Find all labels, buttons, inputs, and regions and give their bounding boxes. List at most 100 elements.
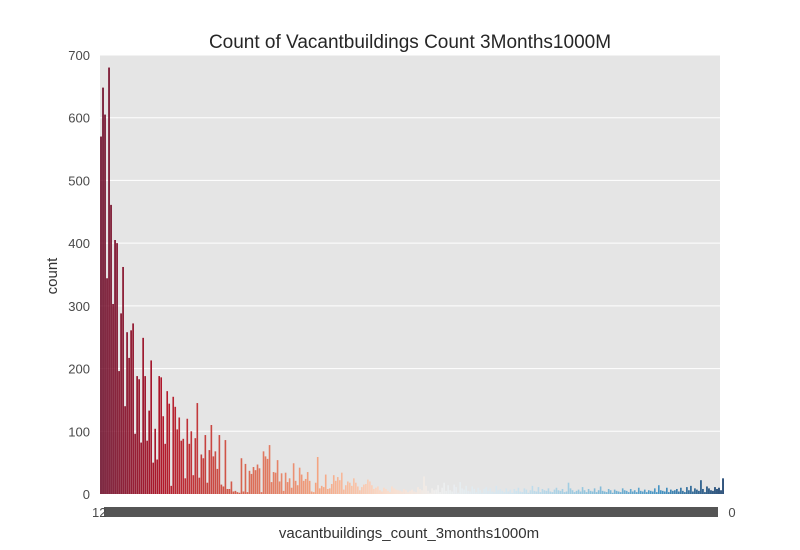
bar bbox=[585, 492, 588, 494]
bar bbox=[625, 490, 628, 494]
bar bbox=[351, 485, 353, 494]
bar bbox=[692, 491, 694, 494]
bar bbox=[471, 486, 474, 494]
bar bbox=[708, 488, 710, 494]
y-tick-label: 200 bbox=[68, 362, 90, 377]
bar bbox=[559, 490, 562, 494]
bar bbox=[108, 67, 110, 494]
bar bbox=[493, 492, 496, 494]
chart-title: Count of Vacantbuildings Count 3Months10… bbox=[209, 32, 611, 53]
bar bbox=[150, 360, 152, 494]
bar bbox=[641, 491, 644, 494]
bar bbox=[545, 490, 548, 494]
bar bbox=[292, 463, 295, 494]
bar bbox=[479, 490, 482, 494]
y-axis-label: count bbox=[44, 257, 61, 295]
bar bbox=[228, 488, 231, 494]
bar bbox=[375, 487, 377, 494]
bar bbox=[270, 482, 273, 494]
bar bbox=[443, 482, 445, 494]
bar bbox=[162, 416, 165, 494]
bar bbox=[475, 492, 478, 494]
bar bbox=[391, 486, 393, 494]
bar bbox=[405, 490, 407, 494]
bar bbox=[415, 492, 417, 494]
bar bbox=[200, 454, 203, 494]
bar bbox=[662, 490, 664, 494]
bar bbox=[633, 490, 636, 494]
bar bbox=[700, 480, 702, 494]
bar bbox=[252, 467, 255, 494]
bar bbox=[190, 431, 193, 494]
bar bbox=[166, 391, 169, 494]
bar bbox=[302, 480, 305, 494]
bar bbox=[260, 492, 263, 494]
bar bbox=[607, 488, 610, 494]
bar bbox=[266, 458, 269, 494]
bar bbox=[716, 488, 718, 494]
bar bbox=[513, 488, 516, 494]
bar bbox=[226, 488, 229, 494]
bar bbox=[399, 490, 401, 494]
bar bbox=[282, 490, 285, 494]
bar bbox=[533, 490, 536, 494]
bar bbox=[649, 490, 652, 494]
bar bbox=[365, 483, 367, 494]
bar bbox=[706, 486, 708, 494]
bar bbox=[395, 489, 397, 494]
bar bbox=[453, 484, 455, 494]
bar bbox=[583, 490, 586, 494]
bar bbox=[653, 488, 656, 494]
bar bbox=[441, 487, 443, 494]
bar bbox=[710, 490, 712, 494]
x-tick-label-first: 12 bbox=[92, 505, 106, 520]
bar bbox=[439, 492, 441, 494]
bar bbox=[210, 425, 213, 494]
bar bbox=[256, 464, 259, 494]
bar bbox=[308, 480, 311, 494]
bar bbox=[571, 490, 574, 494]
bar bbox=[116, 243, 118, 494]
bar bbox=[631, 491, 634, 494]
bar bbox=[126, 332, 128, 494]
bar bbox=[381, 491, 383, 494]
bar bbox=[300, 474, 303, 494]
bar bbox=[134, 433, 136, 494]
bar bbox=[138, 379, 140, 494]
bar bbox=[192, 475, 195, 494]
bar bbox=[186, 418, 189, 494]
bar bbox=[254, 470, 257, 494]
bar bbox=[172, 396, 175, 494]
bar bbox=[603, 491, 606, 494]
bar bbox=[718, 487, 720, 494]
bar bbox=[467, 490, 469, 494]
bar bbox=[523, 488, 526, 494]
bar bbox=[224, 440, 227, 494]
bar bbox=[674, 490, 676, 494]
bar bbox=[136, 376, 138, 494]
bar bbox=[407, 492, 409, 494]
bar bbox=[383, 487, 385, 494]
bar bbox=[461, 488, 463, 494]
bar bbox=[722, 478, 724, 494]
y-tick-label: 500 bbox=[68, 173, 90, 188]
bar bbox=[676, 488, 678, 494]
bar bbox=[234, 490, 237, 494]
bar bbox=[353, 478, 355, 494]
bar bbox=[160, 377, 162, 494]
bar bbox=[294, 480, 297, 494]
bar bbox=[230, 481, 233, 494]
bar bbox=[485, 487, 488, 494]
bar bbox=[332, 475, 335, 494]
bar bbox=[587, 488, 590, 494]
bar bbox=[152, 462, 154, 494]
bar bbox=[688, 490, 690, 494]
bar bbox=[156, 459, 158, 494]
bar bbox=[328, 488, 331, 494]
bar bbox=[720, 490, 722, 494]
bar bbox=[318, 488, 321, 494]
bar bbox=[106, 278, 108, 494]
bar bbox=[449, 490, 451, 494]
bar bbox=[298, 467, 301, 494]
bar bbox=[609, 490, 612, 494]
